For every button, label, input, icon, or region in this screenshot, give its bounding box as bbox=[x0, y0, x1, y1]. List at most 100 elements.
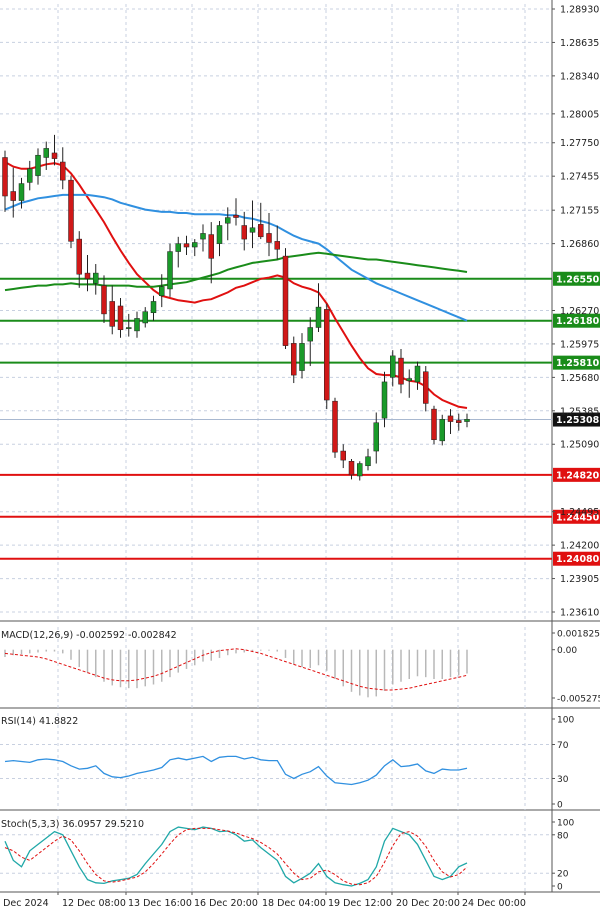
candle-body bbox=[101, 285, 107, 315]
candle-body bbox=[200, 233, 206, 240]
candle-body bbox=[464, 419, 470, 422]
candle-body bbox=[414, 365, 421, 383]
candle-body bbox=[51, 152, 58, 159]
candle-body bbox=[291, 343, 297, 376]
level-tag bbox=[553, 271, 600, 286]
price-tick-label: 1.28635 bbox=[560, 38, 599, 49]
stoch-tick-label: 20 bbox=[557, 870, 569, 880]
time-tick-label: 12 Dec 08:00 bbox=[62, 898, 126, 909]
level-label: 1.26180 bbox=[556, 316, 600, 327]
rsi-line bbox=[4, 755, 468, 786]
candle-body bbox=[35, 154, 41, 176]
candle-body bbox=[192, 242, 198, 248]
price-tick-label: 1.25975 bbox=[560, 339, 599, 350]
candle-body bbox=[324, 309, 330, 401]
candle-body bbox=[117, 305, 124, 331]
macd-label: MACD(12,26,9) -0.002592 -0.002842 bbox=[1, 630, 177, 641]
candle-body bbox=[150, 301, 157, 314]
candle-body bbox=[216, 225, 223, 244]
candle-body bbox=[348, 461, 355, 476]
candle-body bbox=[258, 224, 264, 238]
rsi-tick-label: 70 bbox=[557, 741, 569, 751]
candle-body bbox=[398, 357, 404, 385]
candle-body bbox=[60, 161, 66, 181]
rsi-tick-label: 30 bbox=[557, 775, 569, 785]
current-price-tag bbox=[553, 412, 600, 427]
candle-body bbox=[109, 301, 115, 327]
price-tick-label: 1.23905 bbox=[560, 574, 599, 585]
level-tag bbox=[553, 509, 600, 524]
time-tick-label: 24 Dec 00:00 bbox=[462, 898, 526, 909]
candle-body bbox=[159, 286, 165, 297]
price-tick-label: 1.25090 bbox=[560, 440, 599, 451]
candle-body bbox=[68, 179, 74, 242]
candle-body bbox=[456, 420, 462, 423]
candle-body bbox=[307, 327, 313, 342]
level-label: 1.25810 bbox=[556, 358, 600, 369]
current-price-label: 1.25308 bbox=[556, 415, 600, 426]
price-tick-label: 1.25385 bbox=[560, 406, 599, 417]
candle-body bbox=[381, 381, 388, 419]
candle-body bbox=[274, 241, 280, 250]
stoch-tick-label: 100 bbox=[557, 819, 574, 829]
price-tick-label: 1.28340 bbox=[560, 71, 599, 82]
price-tick-label: 1.25680 bbox=[560, 373, 599, 384]
time-tick-label: 20 Dec 20:00 bbox=[396, 898, 460, 909]
candle-body bbox=[241, 225, 247, 240]
price-axis-layer: 1.28930 1.28635 1.28340 1.28005 1.27750 1.274… bbox=[552, 5, 599, 619]
candle-body bbox=[27, 168, 33, 183]
time-tick-label: 18 Dec 04:00 bbox=[262, 898, 326, 909]
macd-tick-label: 0.001825 bbox=[557, 630, 600, 640]
moving-average-line bbox=[4, 251, 468, 292]
candles-layer bbox=[2, 134, 470, 481]
candle-body bbox=[183, 243, 190, 248]
level-label: 1.24080 bbox=[556, 554, 600, 565]
candle-body bbox=[390, 355, 396, 378]
level-label: 1.26550 bbox=[556, 274, 600, 285]
time-tick-label: 16 Dec 20:00 bbox=[194, 898, 258, 909]
level-tag bbox=[553, 551, 600, 566]
candle-body bbox=[266, 233, 272, 243]
horizontal-levels-layer: 1.26550 1.26180 1.25810 1.24820 1.24450 1.240… bbox=[0, 271, 600, 566]
candle-body bbox=[93, 272, 99, 284]
candle-body bbox=[76, 238, 82, 275]
stoch-tick-label: 80 bbox=[557, 831, 569, 841]
time-tick-label: 1 Dec 2024 bbox=[0, 898, 49, 909]
stoch-tick-label: 0 bbox=[557, 883, 563, 893]
level-tag bbox=[553, 313, 600, 328]
candle-body bbox=[142, 311, 148, 324]
candle-body bbox=[2, 157, 8, 197]
grid-layer bbox=[0, 0, 600, 893]
candle-body bbox=[373, 422, 379, 452]
price-tick-label: 1.23610 bbox=[560, 608, 599, 619]
candle-body bbox=[225, 217, 231, 224]
candle-body bbox=[423, 371, 429, 404]
candle-body bbox=[233, 215, 239, 218]
candle-body bbox=[134, 318, 140, 332]
rsi-tick-label: 100 bbox=[557, 716, 574, 726]
candle-body bbox=[406, 378, 412, 382]
candle-body bbox=[282, 255, 289, 346]
candle-body bbox=[340, 450, 346, 461]
time-tick-label: 13 Dec 16:00 bbox=[128, 898, 192, 909]
stoch-label: Stoch(5,3,3) 36.0957 29.5210 bbox=[1, 819, 144, 830]
price-tick-label: 1.24495 bbox=[560, 507, 599, 518]
candle-body bbox=[439, 419, 445, 442]
candle-body bbox=[18, 183, 25, 201]
price-tick-label: 1.26270 bbox=[560, 306, 599, 317]
candle-body bbox=[84, 272, 91, 280]
stoch-d-line bbox=[4, 827, 468, 886]
level-tag bbox=[553, 355, 600, 370]
price-tick-label: 1.27455 bbox=[560, 172, 599, 183]
candle-body bbox=[10, 191, 16, 201]
macd-panel: 0.001825 0.00 -0.005275 MACD(12,26,9) -0.00… bbox=[1, 630, 600, 705]
macd-tick-label: 0.00 bbox=[557, 646, 577, 656]
candle-body bbox=[365, 456, 371, 467]
candle-body bbox=[43, 148, 49, 158]
candle-body bbox=[315, 306, 322, 328]
price-tick-label: 1.28930 bbox=[560, 5, 599, 16]
level-label: 1.24450 bbox=[556, 512, 600, 523]
